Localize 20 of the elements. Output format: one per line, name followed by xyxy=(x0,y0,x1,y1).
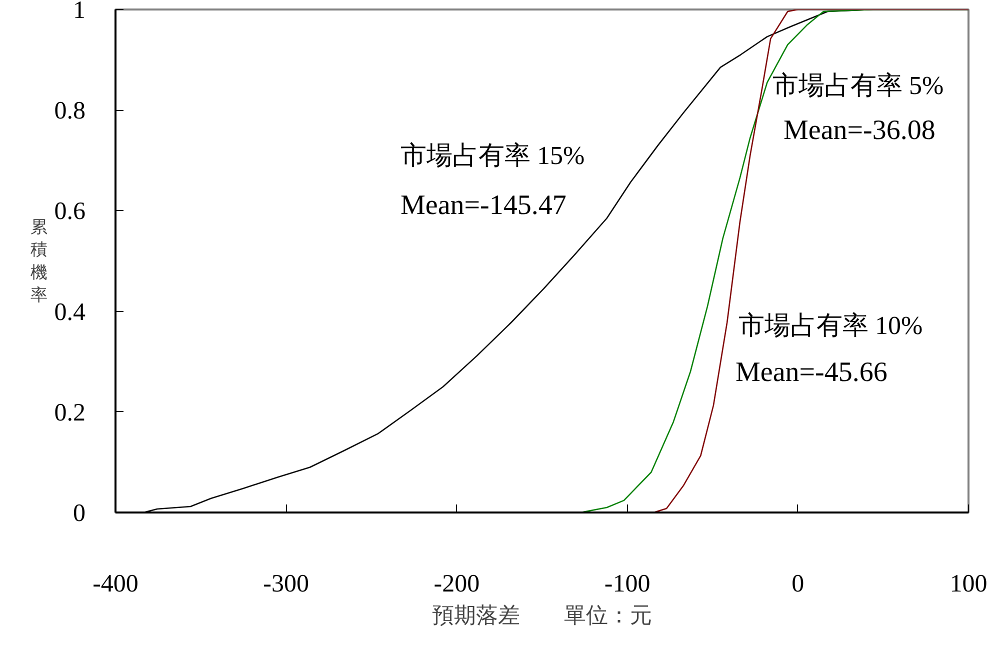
x-tick-label: 100 xyxy=(950,570,988,598)
y-axis-title: 累積機率 xyxy=(30,217,48,305)
x-tick-label: -400 xyxy=(92,570,138,598)
x-tick-label: 0 xyxy=(792,570,804,598)
series-label: 市場占有率 5% xyxy=(772,71,944,100)
x-tick-label: -200 xyxy=(434,570,480,598)
annotation: Mean=-36.08 xyxy=(784,115,936,146)
y-tick-label: 0.4 xyxy=(54,298,86,326)
annotation: Mean=-45.66 xyxy=(736,357,888,388)
y-tick-label: 0.6 xyxy=(54,198,86,226)
y-tick-label: 1 xyxy=(73,0,86,24)
series-label: 市場占有率 10% xyxy=(738,311,923,340)
annotation: Mean=-145.47 xyxy=(400,190,566,221)
x-axis-title: 預期落差 單位：元 xyxy=(432,602,652,628)
series-label: 市場占有率 15% xyxy=(400,141,585,170)
y-tick-label: 0.8 xyxy=(54,98,86,125)
y-tick-label: 0.2 xyxy=(54,399,86,426)
y-tick-label: 0 xyxy=(73,500,86,527)
x-tick-label: -100 xyxy=(604,570,650,598)
x-tick-label: -300 xyxy=(263,570,310,598)
